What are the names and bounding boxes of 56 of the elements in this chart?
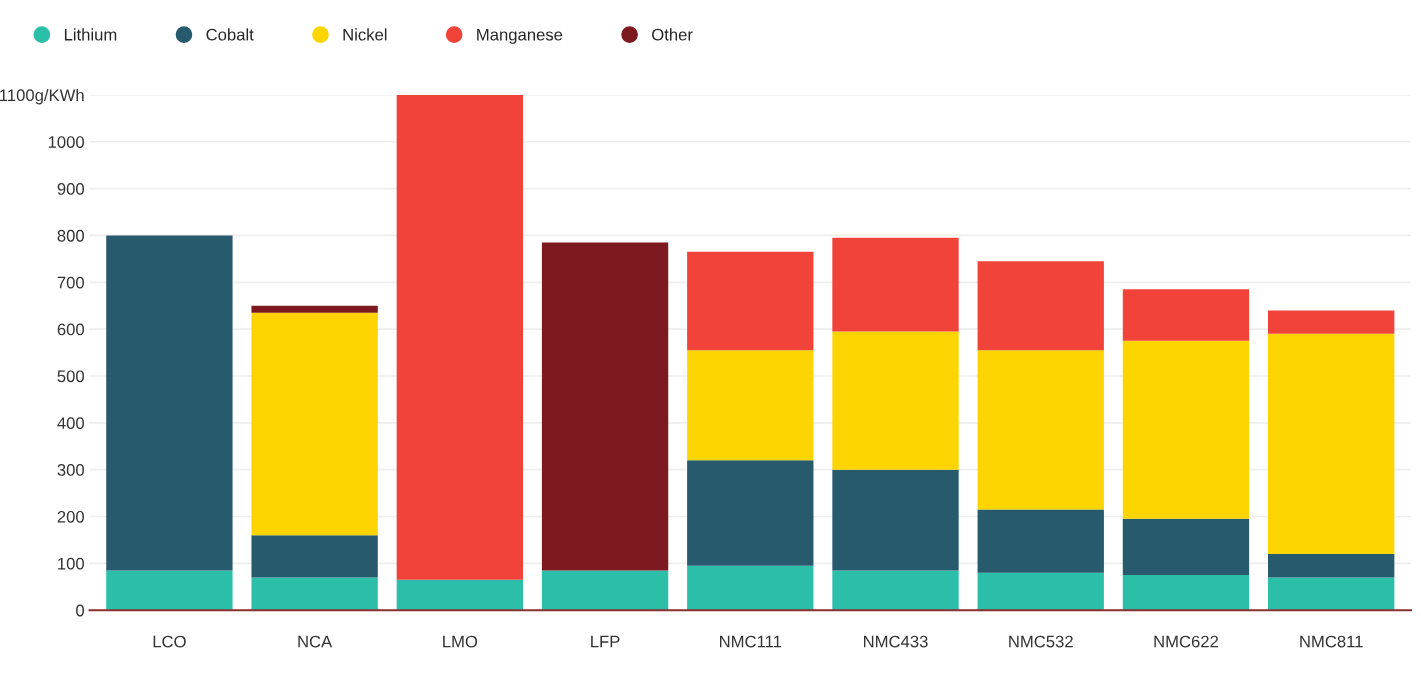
bar bbox=[1122, 289, 1250, 341]
x-tick-label: NMC811 bbox=[1300, 635, 1363, 648]
y-tick-label: 100 bbox=[58, 557, 85, 570]
legend-label: Cobalt bbox=[206, 28, 254, 41]
bar bbox=[106, 570, 233, 611]
y-tick-label: 900 bbox=[57, 183, 85, 195]
legend-label: Lithium bbox=[64, 28, 117, 41]
bar bbox=[1122, 340, 1250, 519]
bar bbox=[977, 572, 1104, 611]
y-tick-label: 700 bbox=[57, 276, 85, 289]
y-tick-label: 400 bbox=[57, 417, 85, 430]
bar bbox=[1122, 575, 1250, 611]
bar bbox=[687, 350, 814, 461]
bar bbox=[1268, 577, 1395, 611]
y-tick-label: 600 bbox=[57, 323, 85, 336]
bar bbox=[251, 577, 378, 611]
x-tick-label: NMC532 bbox=[1009, 635, 1073, 648]
bar bbox=[1122, 518, 1250, 576]
bar bbox=[832, 331, 959, 470]
x-tick-label: NMC433 bbox=[864, 635, 928, 648]
y-tick-label: 200 bbox=[57, 510, 85, 523]
bar bbox=[396, 94, 524, 580]
x-tick-label: NMC622 bbox=[1154, 635, 1218, 648]
bar bbox=[1268, 333, 1395, 554]
bar bbox=[1268, 310, 1395, 334]
y-tick-label: 1000 bbox=[48, 136, 85, 148]
y-tick-label: 500 bbox=[57, 370, 85, 383]
bar bbox=[251, 535, 378, 578]
x-tick-label: LCO bbox=[153, 635, 186, 648]
bar bbox=[977, 261, 1104, 351]
legend-label: Other bbox=[652, 28, 693, 41]
bar bbox=[1268, 553, 1395, 578]
bar bbox=[251, 312, 378, 536]
y-tick-label: 300 bbox=[57, 464, 85, 476]
bar bbox=[687, 565, 814, 611]
bar bbox=[832, 570, 959, 611]
x-tick-label: NCA bbox=[298, 635, 333, 648]
bar bbox=[541, 570, 669, 611]
bar bbox=[832, 469, 959, 571]
bar bbox=[541, 242, 669, 571]
x-tick-label: NMC111 bbox=[720, 635, 782, 648]
bar bbox=[687, 460, 814, 566]
y-tick-label: 800 bbox=[57, 229, 85, 242]
bar bbox=[106, 235, 233, 571]
bar bbox=[832, 237, 959, 332]
bar bbox=[977, 509, 1104, 573]
bar bbox=[687, 251, 814, 351]
bar bbox=[977, 350, 1104, 510]
y-tick-label: 0 bbox=[76, 604, 85, 617]
y-tick-label: 1100g/KWh bbox=[0, 88, 84, 105]
bar bbox=[251, 305, 378, 313]
x-tick-label: LMO bbox=[443, 635, 478, 648]
bar bbox=[396, 579, 524, 611]
legend-label: Manganese bbox=[477, 28, 563, 44]
x-tick-label: LFP bbox=[591, 635, 620, 648]
legend-label: Nickel bbox=[343, 28, 387, 41]
